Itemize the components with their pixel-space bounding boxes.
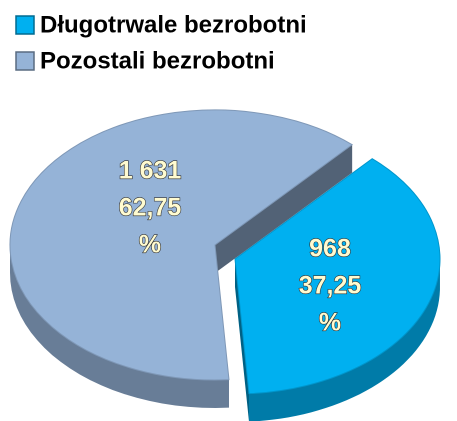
- legend-label: Długotrwale bezrobotni: [40, 11, 307, 38]
- percent-label: 37,25: [299, 272, 362, 300]
- legend-swatch: [15, 51, 35, 71]
- value-label: 968: [309, 235, 351, 263]
- percent-label: 62,75: [119, 194, 182, 222]
- slice: [234, 158, 441, 395]
- slice-side: [215, 144, 353, 273]
- percent-unit: %: [139, 231, 161, 259]
- slice-rim: [249, 256, 440, 421]
- slice-rim: [10, 244, 230, 408]
- legend-label: Pozostali bezrobotni: [40, 47, 275, 74]
- value-label: 1 631: [119, 157, 182, 185]
- slice-side: [235, 259, 250, 421]
- percent-unit: %: [319, 309, 341, 337]
- slice: [9, 109, 354, 381]
- legend-swatch: [15, 15, 35, 35]
